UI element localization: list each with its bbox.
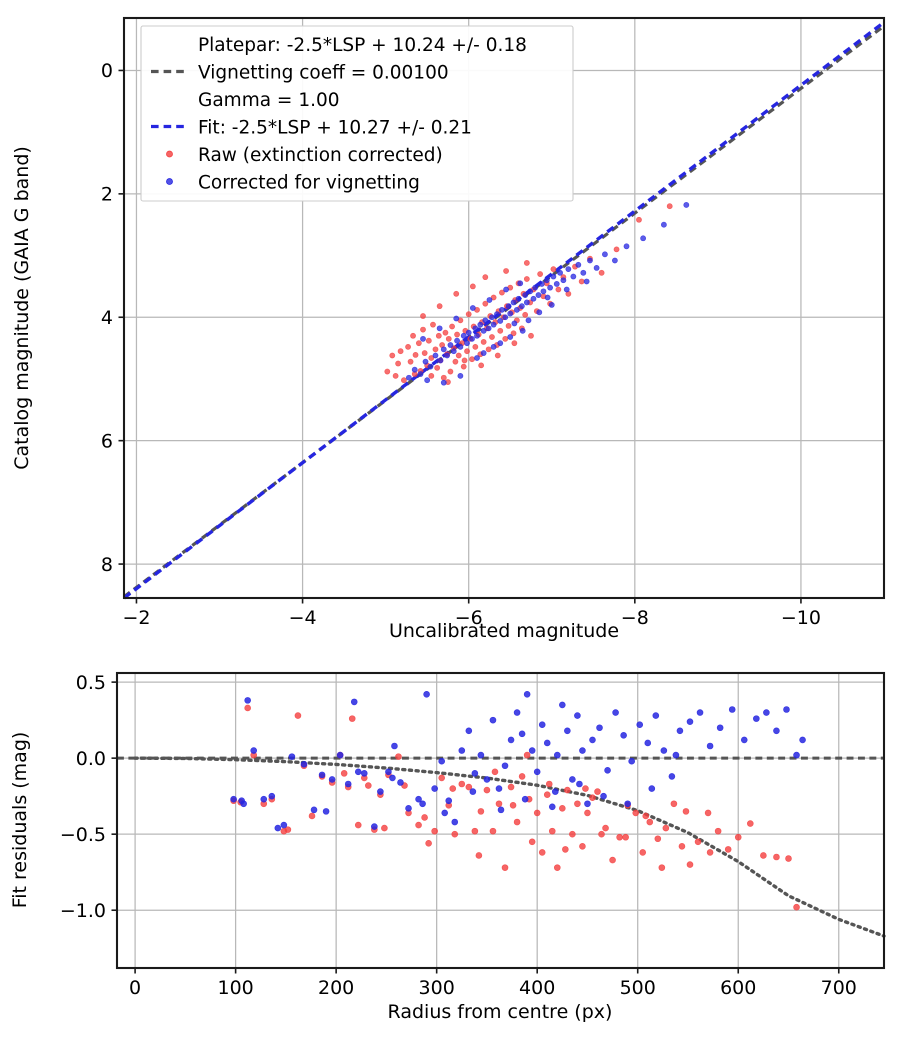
legend-entry-label: Raw (extinction corrected) xyxy=(198,145,443,166)
bottom-xtick-label: 500 xyxy=(620,977,656,999)
bottom-xtick-label: 300 xyxy=(419,977,455,999)
bottom-gridlines xyxy=(117,673,884,968)
bottom-plot-background xyxy=(117,673,884,968)
bottom-xtick-label: 600 xyxy=(720,977,756,999)
top-tick-labels: −2 −4 −6 −8 −10 0 2 4 6 8 xyxy=(101,60,821,629)
legend-entry-label: Platepar: -2.5*LSP + 10.24 +/- 0.18 xyxy=(198,35,527,56)
fit-line xyxy=(122,20,886,600)
fit-residuals-axes: 0 100 200 300 400 500 600 700 0.5 0.0 −0.5 −1.0 Rad… xyxy=(9,671,886,1023)
legend-entry-label: Vignetting coeff = 0.00100 xyxy=(198,63,449,84)
top-y-axis-label: Catalog magnitude (GAIA G band) xyxy=(11,146,33,470)
bottom-x-axis-label: Radius from centre (px) xyxy=(388,1001,613,1023)
legend-entry-label: Fit: -2.5*LSP + 10.27 +/- 0.21 xyxy=(198,118,472,139)
top-xtick-label: −4 xyxy=(289,607,317,629)
top-legend: Platepar: -2.5*LSP + 10.24 +/- 0.18 Vigne… xyxy=(140,25,574,202)
bottom-xtick-label: 700 xyxy=(821,977,857,999)
vignetting-curve xyxy=(133,756,886,938)
top-xtick-label: −10 xyxy=(781,607,821,629)
bottom-tick-labels: 0 100 200 300 400 500 600 700 0.5 0.0 −0.5 −1.0 xyxy=(60,672,857,999)
top-xtick-label: −2 xyxy=(122,607,150,629)
bottom-y-axis-label: Fit residuals (mag) xyxy=(9,732,31,909)
bottom-ytick-label: 0.0 xyxy=(76,748,106,770)
top-xtick-label: −6 xyxy=(455,607,483,629)
bottom-ytick-label: −1.0 xyxy=(60,900,106,922)
bottom-xtick-label: 100 xyxy=(217,977,253,999)
top-axes-frame xyxy=(122,16,886,600)
bottom-ytick-label: −0.5 xyxy=(60,824,106,846)
bottom-ytick-label: 0.5 xyxy=(76,672,106,694)
bottom-xtick-label: 0 xyxy=(129,977,141,999)
top-tickmarks xyxy=(118,69,802,604)
top-xtick-label: −8 xyxy=(621,607,649,629)
top-ytick-label: 2 xyxy=(101,184,113,206)
top-fit-lines xyxy=(122,20,886,600)
top-ytick-label: 4 xyxy=(101,307,113,329)
top-ytick-label: 8 xyxy=(101,554,113,576)
bottom-xtick-label: 400 xyxy=(519,977,555,999)
legend-entry-label: Gamma = 1.00 xyxy=(198,90,340,111)
bottom-tickmarks xyxy=(111,681,840,974)
bottom-xtick-label: 200 xyxy=(318,977,354,999)
top-ytick-label: 6 xyxy=(101,430,113,452)
legend-dot-swatch xyxy=(166,178,173,185)
top-ytick-label: 0 xyxy=(101,60,113,82)
bottom-axes-frame xyxy=(115,671,886,970)
top-x-axis-label: Uncalibrated magnitude xyxy=(389,620,619,642)
legend-dot-swatch xyxy=(166,150,173,158)
bottom-scatter-corrected xyxy=(230,690,806,832)
top-scatter-corrected xyxy=(405,202,690,386)
legend-entry-label: Corrected for vignetting xyxy=(198,173,420,194)
bottom-reference-lines xyxy=(117,756,886,938)
